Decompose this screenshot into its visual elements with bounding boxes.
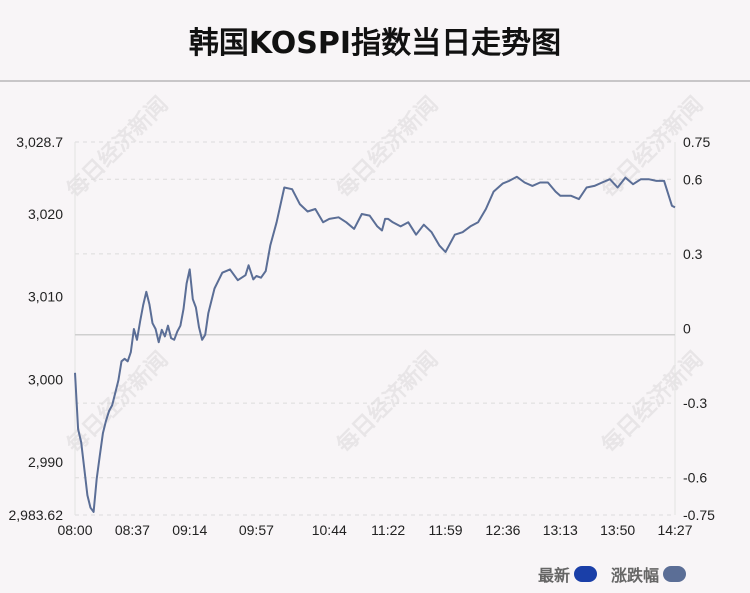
series-line [74,175,676,513]
legend-swatch-latest [573,566,597,582]
x-tick-label: 11:59 [429,522,463,538]
y-right-tick-label: -0.3 [683,395,707,411]
y-left-tick-label: 3,020 [28,206,63,222]
x-tick-label: 11:22 [371,522,405,538]
y-right-tick-label: 0.75 [683,134,710,150]
x-tick-label: 13:50 [600,522,635,538]
page-title: 韩国KOSPI指数当日走势图 [188,26,562,61]
legend-item-latest[interactable]: 最新 [538,562,597,586]
legend-label-latest: 最新 [537,566,570,585]
y-right-tick-label: 0.6 [683,171,703,187]
x-tick-label: 09:14 [172,522,207,538]
x-tick-label: 09:57 [239,522,274,538]
x-tick-label: 08:37 [115,522,150,538]
x-tick-label: 08:00 [57,522,92,538]
legend-label-change: 涨跌幅 [610,566,659,585]
legend-swatch-change [663,566,686,582]
y-left-tick-label: 2,983.62 [9,507,64,523]
y-left-tick-label: 3,028.7 [16,134,63,150]
y-right-tick-label: -0.6 [683,470,707,486]
legend-item-change[interactable]: 涨跌幅 [611,562,686,586]
chart-legend: 最新 涨跌幅 [524,562,686,586]
title-divider [0,80,750,82]
y-left-tick-label: 3,000 [28,371,63,387]
y-left-tick-label: 2,990 [28,454,63,470]
y-right-tick-label: 0 [683,321,691,337]
y-right-tick-label: 0.3 [683,246,703,262]
x-tick-label: 12:36 [485,522,520,538]
y-right-tick-label: -0.75 [683,507,715,523]
y-left-tick-label: 3,010 [28,289,63,305]
x-tick-label: 10:44 [312,522,347,538]
x-tick-label: 14:27 [657,522,692,538]
x-tick-label: 13:13 [543,522,578,538]
